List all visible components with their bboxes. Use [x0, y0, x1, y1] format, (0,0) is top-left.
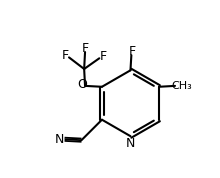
Text: CH₃: CH₃ — [171, 81, 192, 91]
Text: N: N — [126, 137, 135, 150]
Text: N: N — [55, 133, 64, 146]
Text: F: F — [100, 50, 107, 63]
Text: F: F — [128, 45, 136, 58]
Text: F: F — [62, 49, 69, 62]
Text: O: O — [77, 78, 87, 91]
Text: F: F — [81, 42, 89, 55]
